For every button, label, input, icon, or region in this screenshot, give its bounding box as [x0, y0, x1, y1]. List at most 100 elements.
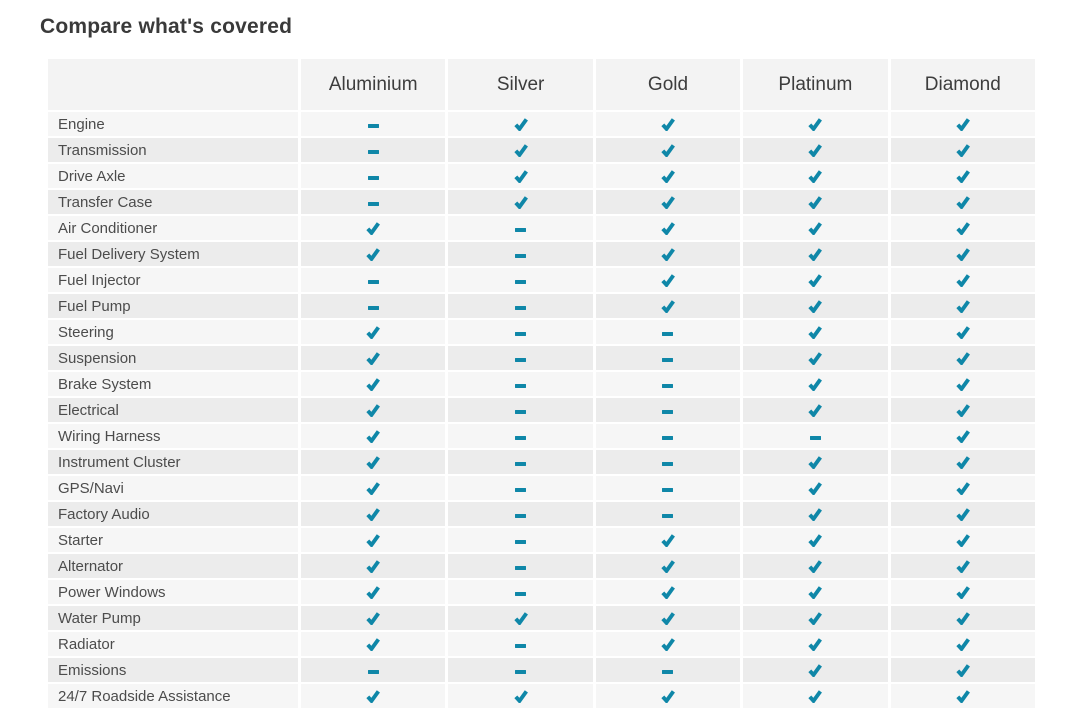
table-row: 24/7 Roadside Assistance [48, 684, 1035, 708]
dash-icon [367, 202, 379, 206]
table-row: Alternator [48, 554, 1035, 578]
dash-icon [662, 514, 674, 518]
check-icon [956, 637, 970, 651]
check-icon [956, 481, 970, 495]
coverage-cell [298, 216, 445, 240]
plan-header-aluminium: Aluminium [298, 59, 445, 110]
coverage-cell [445, 606, 592, 630]
coverage-cell [887, 268, 1035, 292]
check-icon [513, 689, 528, 703]
dash-icon [367, 670, 379, 674]
check-icon [956, 429, 970, 443]
check-icon [661, 143, 675, 157]
dash-icon [662, 410, 674, 414]
check-icon [956, 377, 970, 391]
coverage-cell [740, 294, 887, 318]
check-icon [366, 403, 381, 417]
check-icon [661, 273, 675, 287]
coverage-cell [445, 502, 592, 526]
table-row: Air Conditioner [48, 216, 1035, 240]
coverage-cell [298, 242, 445, 266]
coverage-cell [298, 294, 445, 318]
check-icon [808, 273, 823, 287]
check-icon [808, 533, 823, 547]
coverage-cell [445, 320, 592, 344]
row-label: Radiator [58, 635, 115, 653]
coverage-cell [592, 424, 740, 448]
coverage-cell [298, 528, 445, 552]
coverage-cell [887, 294, 1035, 318]
coverage-cell [445, 632, 592, 656]
check-icon [366, 559, 381, 573]
check-icon [956, 507, 970, 521]
coverage-cell [740, 528, 887, 552]
dash-icon [662, 488, 674, 492]
row-label: Starter [58, 531, 104, 549]
coverage-cell [445, 138, 592, 162]
check-icon [366, 221, 381, 235]
check-icon [956, 689, 970, 703]
coverage-cell [887, 320, 1035, 344]
table-body: Engine Transmission Drive Axle Transfer Cas… [48, 112, 1035, 708]
check-icon [956, 351, 970, 365]
coverage-cell [445, 268, 592, 292]
coverage-cell [740, 268, 887, 292]
coverage-cell [298, 424, 445, 448]
coverage-cell [298, 398, 445, 422]
coverage-cell [298, 632, 445, 656]
check-icon [956, 533, 970, 547]
table-row: Transmission [48, 138, 1035, 162]
dash-icon [515, 280, 527, 284]
dash-icon [662, 436, 674, 440]
coverage-cell [887, 346, 1035, 370]
check-icon [956, 559, 970, 573]
table-row: Factory Audio [48, 502, 1035, 526]
row-label: Fuel Pump [58, 297, 131, 315]
coverage-cell [740, 164, 887, 188]
coverage-cell [887, 372, 1035, 396]
row-label: Alternator [58, 557, 124, 575]
dash-icon [515, 644, 527, 648]
coverage-cell [445, 450, 592, 474]
check-icon [661, 299, 675, 313]
coverage-cell [445, 424, 592, 448]
dash-icon [515, 514, 527, 518]
check-icon [808, 585, 823, 599]
table-row: Wiring Harness [48, 424, 1035, 448]
row-label: GPS/Navi [58, 479, 124, 497]
check-icon [808, 637, 823, 651]
coverage-cell [298, 450, 445, 474]
dash-icon [515, 462, 527, 466]
coverage-cell [740, 320, 887, 344]
plan-header-gold: Gold [592, 59, 740, 110]
table-row: Fuel Pump [48, 294, 1035, 318]
check-icon [808, 377, 823, 391]
table-header-row: Aluminium Silver Gold Platinum Diamond [48, 59, 1035, 110]
dash-icon [367, 280, 379, 284]
check-icon [661, 585, 675, 599]
coverage-cell [740, 112, 887, 136]
check-icon [808, 559, 823, 573]
coverage-cell [445, 242, 592, 266]
check-icon [808, 195, 823, 209]
page-title: Compare what's covered [40, 15, 293, 38]
check-icon [808, 403, 823, 417]
coverage-cell [740, 424, 887, 448]
check-icon [366, 507, 381, 521]
check-icon [808, 299, 823, 313]
check-icon [513, 611, 528, 625]
dash-icon [662, 462, 674, 466]
coverage-cell [887, 190, 1035, 214]
dash-icon [515, 254, 527, 258]
coverage-cell [298, 554, 445, 578]
coverage-cell [592, 112, 740, 136]
coverage-cell [298, 346, 445, 370]
check-icon [956, 117, 970, 131]
check-icon [366, 689, 381, 703]
coverage-cell [445, 528, 592, 552]
check-icon [366, 377, 381, 391]
coverage-cell [298, 502, 445, 526]
row-label: Drive Axle [58, 167, 126, 185]
table-row: GPS/Navi [48, 476, 1035, 500]
coverage-cell [740, 450, 887, 474]
